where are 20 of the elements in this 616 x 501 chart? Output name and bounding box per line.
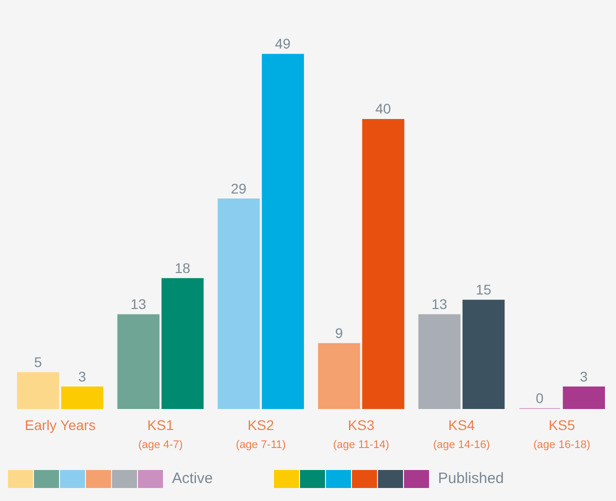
data-label: 13: [130, 296, 146, 312]
data-label: 9: [335, 324, 344, 341]
data-label: 18: [174, 260, 190, 276]
legend-label: Active: [172, 470, 213, 487]
x-tick-label: KS2 (age 7-11): [236, 417, 286, 452]
x-tick-label: KS3 (age 11-14): [333, 417, 390, 452]
x-tick-label: Early Years: [24, 417, 96, 433]
data-label: 3: [78, 368, 86, 384]
data-label: 15: [476, 282, 492, 298]
data-label: 49: [275, 36, 291, 52]
data-label: 40: [375, 100, 392, 117]
data-label: 13: [432, 296, 448, 312]
x-tick-label: KS1 (age 4-7): [138, 417, 183, 452]
data-label: 5: [34, 354, 42, 370]
x-tick-label: KS5 (age 16-18): [533, 417, 590, 452]
data-label: 3: [580, 368, 588, 384]
data-label: 0: [536, 390, 544, 406]
data-label: 29: [230, 180, 247, 196]
x-tick-label: KS4 (age 14-16): [433, 417, 490, 452]
legend-label: Published: [438, 470, 504, 487]
